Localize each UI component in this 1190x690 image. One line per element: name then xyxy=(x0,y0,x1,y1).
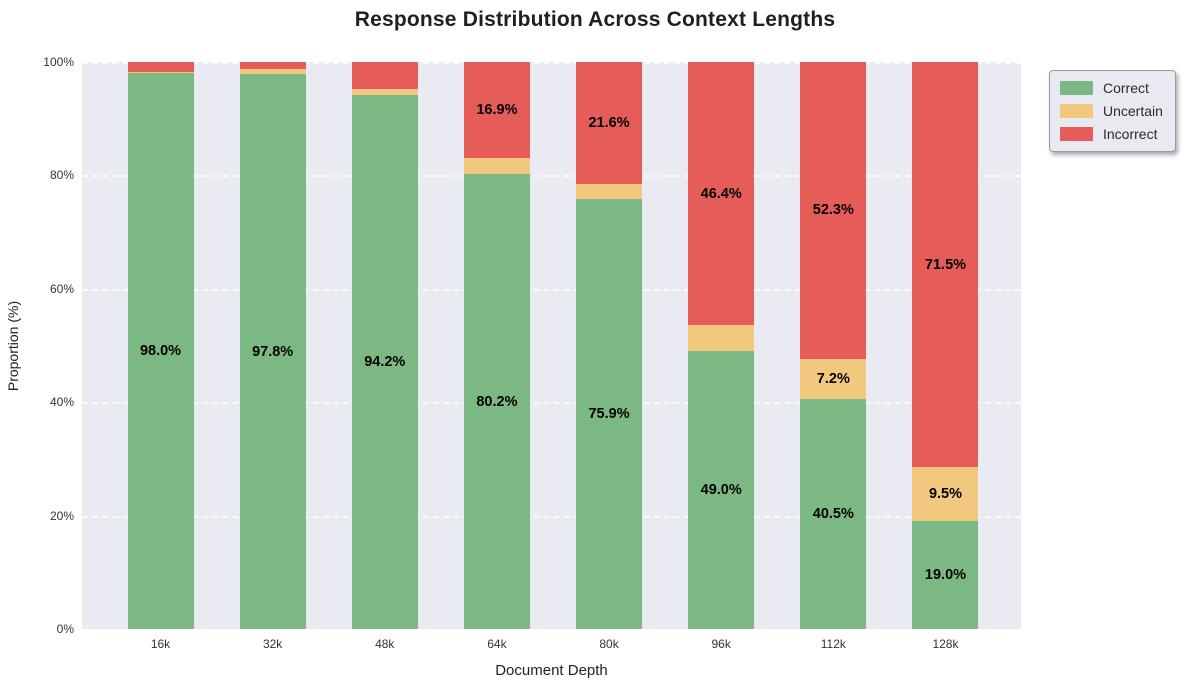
bar-80k: 21.6% 75.9% xyxy=(576,62,643,629)
segment-incorrect-128k: 71.5% xyxy=(912,62,979,468)
ytick-80%: 80% xyxy=(49,168,74,183)
segment-value-label: 40.5% xyxy=(812,506,854,523)
xtick-64k: 64k xyxy=(487,637,507,651)
segment-correct-80k: 75.9% xyxy=(576,198,643,629)
ytick-100%: 100% xyxy=(43,55,74,69)
ytick-60%: 60% xyxy=(49,281,74,296)
segment-correct-96k: 49.0% xyxy=(688,351,755,629)
segment-incorrect-64k: 16.9% xyxy=(463,62,530,158)
bar-48k: 94.2% xyxy=(351,62,418,629)
segment-uncertain-16k xyxy=(127,72,194,74)
segment-incorrect-48k xyxy=(351,62,418,90)
segment-value-label: 97.8% xyxy=(252,343,294,360)
y-axis-label: Proportion (%) xyxy=(5,300,21,392)
segment-value-label: 80.2% xyxy=(476,393,518,410)
segment-value-label: 98.0% xyxy=(139,343,182,360)
segment-incorrect-32k xyxy=(239,62,306,69)
segment-incorrect-96k: 46.4% xyxy=(688,62,755,326)
bar-32k: 97.8% xyxy=(239,62,306,629)
legend-item-uncertain: Uncertain xyxy=(1060,103,1163,119)
xtick-112k: 112k xyxy=(820,637,846,651)
segment-uncertain-48k xyxy=(351,89,418,95)
xtick-128k: 128k xyxy=(932,637,959,651)
ytick-40%: 40% xyxy=(49,395,74,410)
segment-value-label: 75.9% xyxy=(588,405,630,422)
legend-label-correct: Correct xyxy=(1103,80,1149,96)
legend-swatch-incorrect xyxy=(1060,127,1093,141)
segment-uncertain-112k: 7.2% xyxy=(800,358,867,400)
segment-value-label: 16.9% xyxy=(476,101,518,118)
segment-uncertain-64k xyxy=(463,157,530,175)
x-axis-label: Document Depth xyxy=(495,662,608,679)
bar-112k: 52.3% 7.2% 40.5% xyxy=(800,62,867,629)
ytick-20%: 20% xyxy=(49,508,74,523)
gridline-60 xyxy=(82,288,1021,291)
xtick-80k: 80k xyxy=(599,637,619,651)
gridline-80 xyxy=(82,175,1021,178)
plot-area: 98.0% 97.8% 94.2% 16.9% 80.2% 21.6% 75.9% 46.4%… xyxy=(82,62,1021,629)
legend-swatch-uncertain xyxy=(1060,104,1093,118)
segment-uncertain-128k: 9.5% xyxy=(912,467,979,522)
segment-value-label: 21.6% xyxy=(588,115,630,132)
legend: Correct Uncertain Incorrect xyxy=(1049,70,1176,152)
segment-uncertain-96k xyxy=(688,325,755,352)
segment-correct-32k: 97.8% xyxy=(239,74,306,629)
segment-uncertain-32k xyxy=(239,68,306,75)
bar-96k: 46.4% 49.0% xyxy=(688,62,755,629)
xtick-96k: 96k xyxy=(711,637,731,651)
segment-value-label: 46.4% xyxy=(700,185,742,202)
segment-correct-112k: 40.5% xyxy=(800,399,867,629)
segment-value-label: 9.5% xyxy=(928,486,962,503)
segment-correct-48k: 94.2% xyxy=(351,94,418,629)
legend-item-incorrect: Incorrect xyxy=(1060,126,1163,142)
segment-uncertain-80k xyxy=(576,184,643,199)
xtick-16k: 16k xyxy=(150,637,171,651)
segment-incorrect-16k xyxy=(127,62,194,73)
segment-correct-128k: 19.0% xyxy=(912,521,979,629)
legend-label-incorrect: Incorrect xyxy=(1103,126,1158,142)
ytick-0%: 0% xyxy=(56,622,74,636)
legend-item-correct: Correct xyxy=(1060,80,1163,96)
gridline-40 xyxy=(82,402,1021,405)
segment-value-label: 52.3% xyxy=(812,202,854,219)
legend-swatch-correct xyxy=(1060,81,1093,95)
segment-value-label: 94.2% xyxy=(364,353,406,370)
legend-label-uncertain: Uncertain xyxy=(1103,103,1163,119)
segment-value-label: 49.0% xyxy=(700,482,742,499)
chart-title: Response Distribution Across Context Len… xyxy=(354,8,836,31)
gridline-20 xyxy=(82,515,1021,518)
segment-incorrect-112k: 52.3% xyxy=(800,62,867,359)
segment-value-label: 71.5% xyxy=(924,256,967,273)
segment-value-label: 7.2% xyxy=(816,370,850,387)
bar-128k: 71.5% 9.5% 19.0% xyxy=(912,62,979,629)
gridline-100 xyxy=(82,62,1021,64)
xtick-48k: 48k xyxy=(375,637,395,651)
segment-value-label: 19.0% xyxy=(924,567,967,584)
xtick-32k: 32k xyxy=(262,637,283,651)
segment-incorrect-80k: 21.6% xyxy=(576,62,643,185)
bar-64k: 16.9% 80.2% xyxy=(463,62,530,629)
segment-correct-64k: 80.2% xyxy=(463,174,530,629)
segment-correct-16k: 98.0% xyxy=(127,73,194,629)
bar-16k: 98.0% xyxy=(127,62,194,629)
